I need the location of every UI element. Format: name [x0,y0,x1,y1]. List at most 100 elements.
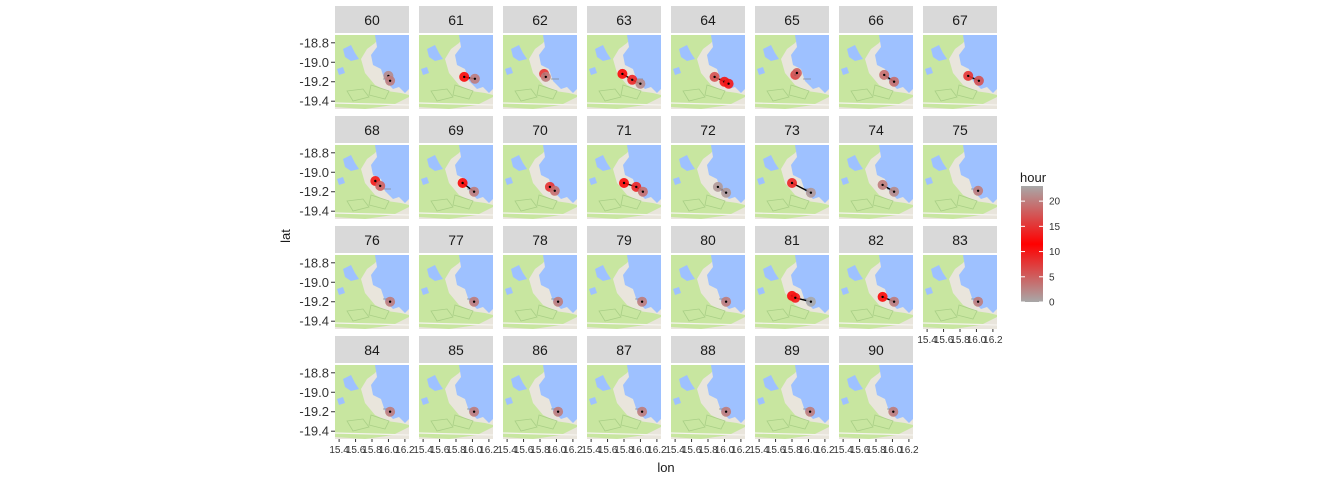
facet-strip [671,226,745,253]
x-tick-label: 15.6 [766,445,786,456]
legend: hour 0 5 10 15 20 [1020,170,1061,309]
data-point-center [639,82,642,85]
x-tick-label: 15.8 [530,445,550,456]
x-tick-label: 16.0 [631,445,651,456]
y-tick-label: -19.2 [299,294,329,309]
data-point-center [809,300,813,303]
data-point-center [713,75,716,79]
x-axes: 15.415.615.816.016.215.415.615.816.016.2… [329,329,1003,456]
facet-strip [755,226,829,253]
data-point-center [473,77,477,81]
facet-67: 67 [922,6,998,109]
facet-strip-label: 81 [784,232,800,248]
facet-strip [587,116,661,143]
facet-strip-label: 76 [364,232,380,248]
facet-strip [839,226,913,253]
data-point-center [790,181,794,185]
data-point-center [641,190,645,193]
x-tick-label: 15.4 [581,445,601,456]
data-point-center [631,78,634,82]
data-point-center [556,300,560,303]
y-tick-label: -19.2 [299,404,329,419]
y-tick-label: -19.0 [299,385,329,400]
facet-89: 89 [754,336,830,439]
map-background [838,145,914,219]
facet-strip [671,6,745,33]
facet-strip [923,6,997,33]
facet-76: 76 [334,226,410,329]
map-background [838,365,914,439]
data-point-center [892,410,895,413]
facet-strip-label: 66 [868,12,884,28]
data-point-center [472,190,476,193]
legend-label: 15 [1049,222,1061,233]
data-point-center [621,72,624,76]
map-background [418,35,494,109]
x-tick-label: 16.0 [547,445,567,456]
legend-label: 0 [1049,298,1055,309]
x-tick-label: 15.8 [698,445,718,456]
facet-70: 70 [502,116,578,219]
x-tick-label: 15.8 [446,445,466,456]
map-background [670,145,746,219]
data-point-center [892,300,896,303]
facet-81: 81 [754,226,830,329]
facet-strip-label: 69 [448,122,464,138]
data-point-center [977,79,981,83]
facet-strip-label: 65 [784,12,800,28]
data-point-center [556,410,560,413]
data-point-center [967,74,970,78]
legend-label: 5 [1049,272,1055,283]
data-point-center [622,181,626,185]
data-point-center [794,296,797,299]
map-background [418,255,494,329]
x-tick-label: 15.8 [866,445,886,456]
y-tick-label: -18.8 [299,145,329,160]
x-tick-label: 15.6 [850,445,870,456]
facet-strip-label: 84 [364,342,380,358]
y-tick-label: -19.4 [299,204,329,219]
map-background [334,255,410,329]
facet-63: 63 [586,6,662,109]
facet-71: 71 [586,116,662,219]
facet-90: 90 [838,336,914,439]
facet-strip-label: 70 [532,122,548,138]
facet-strip-label: 71 [616,122,632,138]
facet-strip-label: 88 [700,342,716,358]
data-point-center [724,300,728,303]
facet-strip-label: 73 [784,122,800,138]
data-point-center [976,189,980,192]
facet-strip-label: 79 [616,232,632,248]
facet-62: 62 [502,6,578,109]
facet-strip [839,6,913,33]
x-tick-label: 16.0 [967,335,987,346]
facet-strip-label: 68 [364,122,380,138]
x-tick-label: 15.6 [598,445,618,456]
facet-82: 82 [838,226,914,329]
facet-strip [587,6,661,33]
facet-73: 73 [754,116,830,219]
facet-strip [839,116,913,143]
facet-60: 60 [334,6,410,109]
legend-ticks: 0 5 10 15 20 [1021,197,1061,309]
legend-label: 20 [1049,197,1061,208]
data-point-center [388,79,392,83]
x-tick-label: 16.2 [563,445,583,456]
data-point-center [724,410,728,413]
y-tick-label: -19.2 [299,74,329,89]
x-tick-label: 16.2 [395,445,415,456]
x-tick-label: 15.4 [329,445,349,456]
y-axis-title: lat [278,229,293,243]
facet-87: 87 [586,336,662,439]
data-point-center [724,191,728,194]
map-background [754,35,830,109]
facet-strip-label: 80 [700,232,716,248]
x-tick-label: 15.4 [665,445,685,456]
facet-strip [419,226,493,253]
facet-strip-label: 87 [616,342,632,358]
facet-78: 78 [502,226,578,329]
facet-strip-label: 62 [532,12,548,28]
facet-strip-label: 61 [448,12,464,28]
y-tick-label: -19.4 [299,314,329,329]
facet-strip-label: 72 [700,122,716,138]
